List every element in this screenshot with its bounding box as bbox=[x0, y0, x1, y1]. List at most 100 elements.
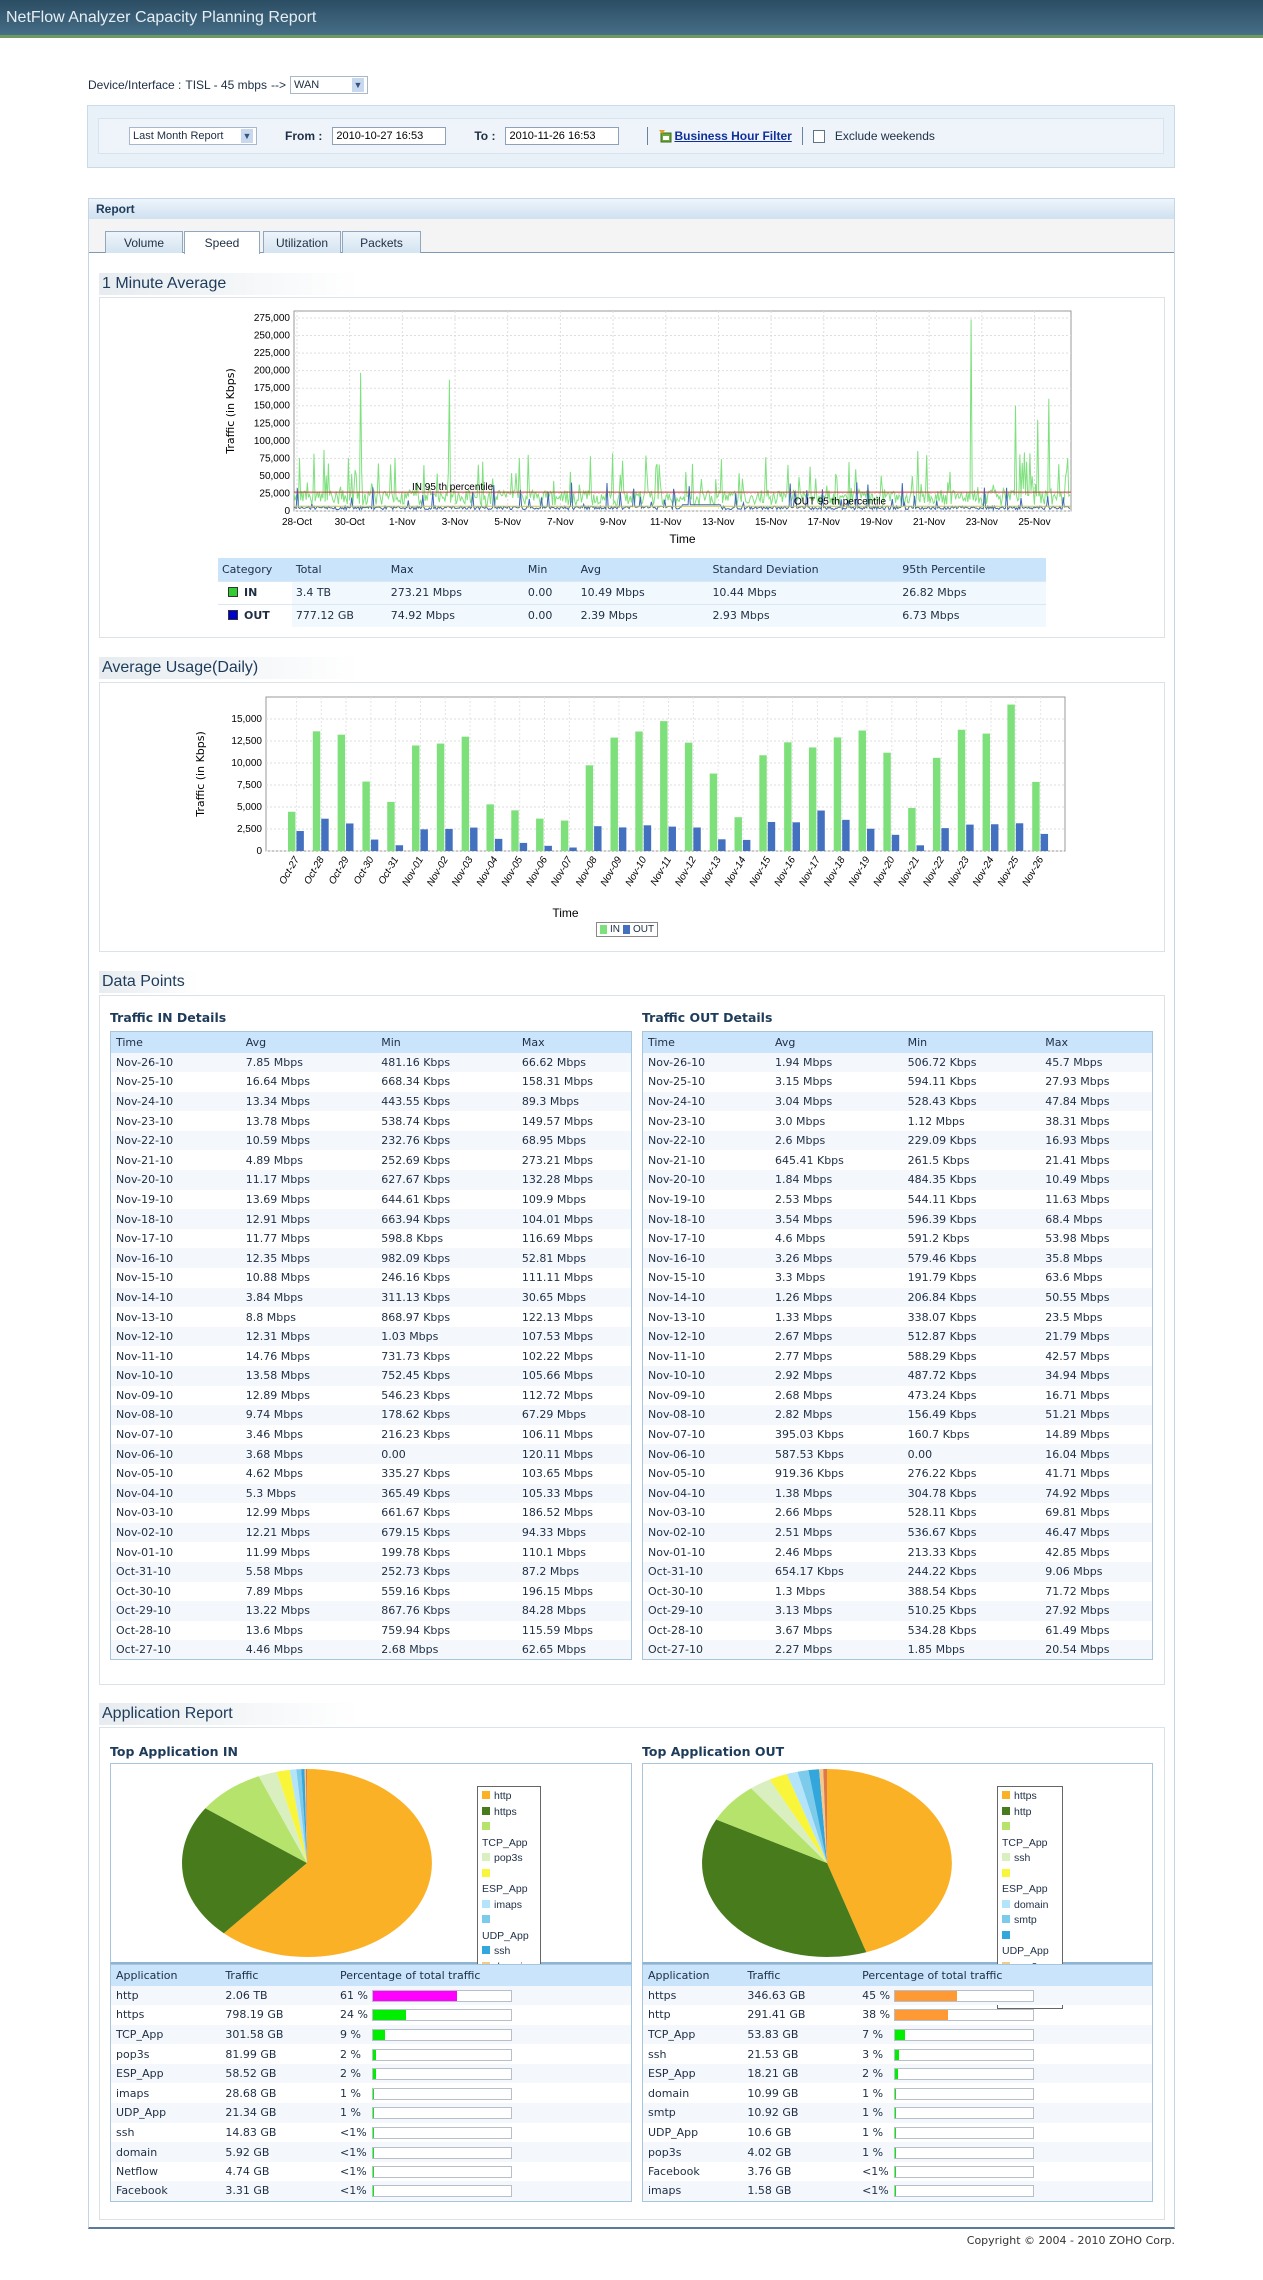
table-cell: 23.5 Mbps bbox=[1045, 1310, 1103, 1324]
legend-label: ESP_App bbox=[1002, 1883, 1048, 1895]
app-percentage: 3 % bbox=[857, 2044, 1152, 2064]
table-cell: 67.29 Mbps bbox=[516, 1405, 632, 1425]
table-header-row: Time Avg Min Max bbox=[642, 1031, 1153, 1053]
daily-usage-box bbox=[99, 682, 1165, 952]
table-cell: 110.1 Mbps bbox=[521, 1545, 587, 1559]
to-date-input[interactable] bbox=[505, 127, 620, 145]
x-tick-label: Oct-31 bbox=[377, 855, 402, 886]
period-select[interactable]: Last Month Report ▼ bbox=[129, 127, 257, 145]
table-cell: Nov-25-10 bbox=[648, 1075, 706, 1089]
pie-slice-esp_app bbox=[276, 1769, 307, 1863]
table-cell: Nov-23-10 bbox=[648, 1114, 706, 1128]
table-cell: Nov-26-10 bbox=[110, 1052, 241, 1073]
table-cell: Nov-07-10 bbox=[648, 1428, 706, 1442]
top-app-out-title: Top Application OUT bbox=[642, 1744, 785, 1759]
y-tick-label: 225,000 bbox=[254, 348, 291, 359]
table-cell: 311.13 Kbps bbox=[376, 1287, 517, 1308]
table-cell: Nov-17-10 bbox=[648, 1232, 706, 1246]
bar-in bbox=[784, 742, 792, 851]
bar-out bbox=[991, 824, 999, 851]
stats-cell: 0.00 bbox=[523, 603, 577, 627]
tab-bar: Volume Speed Utilization Packets bbox=[89, 219, 1174, 254]
tab-speed[interactable]: Speed bbox=[184, 231, 260, 254]
x-tick-label: 23-Nov bbox=[966, 517, 998, 528]
legend-label: imaps bbox=[494, 1898, 523, 1911]
tab-utilization[interactable]: Utilization bbox=[263, 231, 341, 253]
table-cell: Nov-19-10 bbox=[116, 1192, 174, 1206]
x-axis-title: Time bbox=[552, 906, 579, 920]
table-cell: 66.62 Mbps bbox=[516, 1052, 632, 1073]
table-cell: 536.67 Kbps bbox=[902, 1522, 1041, 1543]
table-cell: 94.33 Mbps bbox=[516, 1522, 632, 1543]
traffic-out-table: Time Avg Min Max Nov-26-10 1.94 Mbps 506.72 Kb… bbox=[642, 1031, 1153, 1661]
pie-slice-facebook bbox=[823, 1768, 827, 1863]
business-hour-filter-link[interactable]: Business Hour Filter bbox=[658, 129, 792, 143]
legend-item: ESP_App bbox=[1002, 1867, 1058, 1898]
table-cell: 3.15 Mbps bbox=[775, 1075, 833, 1089]
tab-volume[interactable]: Volume bbox=[105, 231, 183, 253]
table-cell: 20.54 Mbps bbox=[1040, 1640, 1153, 1660]
bar-in bbox=[288, 811, 296, 851]
percentage-label: <1% bbox=[340, 2125, 367, 2139]
table-cell: 115.59 Mbps bbox=[521, 1624, 594, 1638]
table-cell: 594.11 Kbps bbox=[907, 1075, 977, 1089]
percentage-label: 1 % bbox=[862, 2125, 884, 2139]
table-cell: Nov-15-10 bbox=[648, 1271, 706, 1285]
table-cell: 12.99 Mbps bbox=[245, 1506, 310, 1520]
table-cell: 335.27 Kbps bbox=[381, 1467, 451, 1481]
device-value: TISL - 45 mbps bbox=[185, 78, 267, 92]
table-row: Nov-04-10 5.3 Mbps 365.49 Kbps 105.33 Mbps bbox=[110, 1483, 632, 1504]
table-row: Nov-04-10 1.38 Mbps 304.78 Kbps 74.92 Mbps bbox=[642, 1483, 1153, 1504]
table-cell: 68.4 Mbps bbox=[1040, 1209, 1153, 1229]
x-tick-label: Nov-01 bbox=[400, 855, 426, 888]
app-percentage: 2 % bbox=[335, 2044, 631, 2064]
table-cell: 112.72 Mbps bbox=[521, 1388, 594, 1402]
table-cell: 2.82 Mbps bbox=[770, 1405, 903, 1425]
app-percentage: 38 % bbox=[857, 2005, 1152, 2025]
table-cell: Nov-11-10 bbox=[648, 1349, 706, 1363]
x-tick-label: 30-Oct bbox=[335, 517, 365, 528]
exclude-weekends-checkbox[interactable] bbox=[812, 129, 825, 143]
table-row: Nov-16-10 12.35 Mbps 982.09 Kbps 52.81 Mbps bbox=[110, 1248, 632, 1269]
percentage-bar bbox=[372, 2185, 513, 2198]
table-cell: 627.67 Kbps bbox=[376, 1170, 517, 1190]
table-cell: 534.28 Kbps bbox=[907, 1624, 977, 1638]
from-date-input[interactable] bbox=[332, 127, 447, 145]
table-cell: 51.21 Mbps bbox=[1040, 1405, 1153, 1425]
table-cell: 3.67 Mbps bbox=[775, 1624, 833, 1638]
table-cell: 1.85 Mbps bbox=[902, 1640, 1041, 1660]
bar-out bbox=[470, 827, 478, 851]
legend-item: ssh bbox=[1002, 1851, 1058, 1867]
table-cell: Oct-31-10 bbox=[110, 1561, 241, 1582]
percentage-bar bbox=[894, 2146, 1035, 2159]
divider bbox=[647, 127, 649, 145]
percentage-bar-fill bbox=[373, 2069, 376, 2080]
app-name: UDP_App bbox=[110, 2103, 221, 2123]
table-cell: 84.28 Mbps bbox=[516, 1601, 632, 1621]
legend-swatch bbox=[482, 1868, 490, 1877]
legend-swatch bbox=[1002, 1853, 1010, 1861]
table-cell: 16.64 Mbps bbox=[245, 1075, 310, 1089]
app-name: imaps bbox=[642, 2181, 743, 2202]
x-tick-label: Oct-27 bbox=[277, 855, 302, 887]
interface-select[interactable]: WAN ▼ bbox=[289, 76, 368, 94]
x-tick-label: Oct-30 bbox=[352, 855, 377, 887]
table-row: Nov-06-10 587.53 Kbps 0.00 16.04 Mbps bbox=[642, 1444, 1153, 1464]
legend-swatch bbox=[1002, 1806, 1010, 1815]
table-cell: 4.89 Mbps bbox=[245, 1153, 303, 1167]
column-header: Min bbox=[902, 1031, 1041, 1053]
stats-category: OUT bbox=[218, 603, 292, 627]
table-cell: 12.21 Mbps bbox=[240, 1522, 377, 1543]
percentage-label: 2 % bbox=[340, 2047, 361, 2061]
tab-packets[interactable]: Packets bbox=[342, 231, 421, 253]
table-cell: Oct-28-10 bbox=[648, 1624, 703, 1638]
table-row: Nov-11-10 14.76 Mbps 731.73 Kbps 102.22 Mbp… bbox=[111, 1346, 632, 1366]
app-name: Facebook bbox=[648, 2165, 700, 2179]
table-cell: Nov-10-10 bbox=[642, 1366, 770, 1386]
pie-slice-https bbox=[827, 1769, 952, 1953]
table-cell: 1.33 Mbps bbox=[775, 1310, 833, 1324]
bar-out bbox=[544, 845, 552, 851]
pie-slice-esp_app bbox=[769, 1774, 827, 1863]
table-cell: 365.49 Kbps bbox=[376, 1483, 517, 1504]
percentage-label: <1% bbox=[862, 2165, 889, 2179]
